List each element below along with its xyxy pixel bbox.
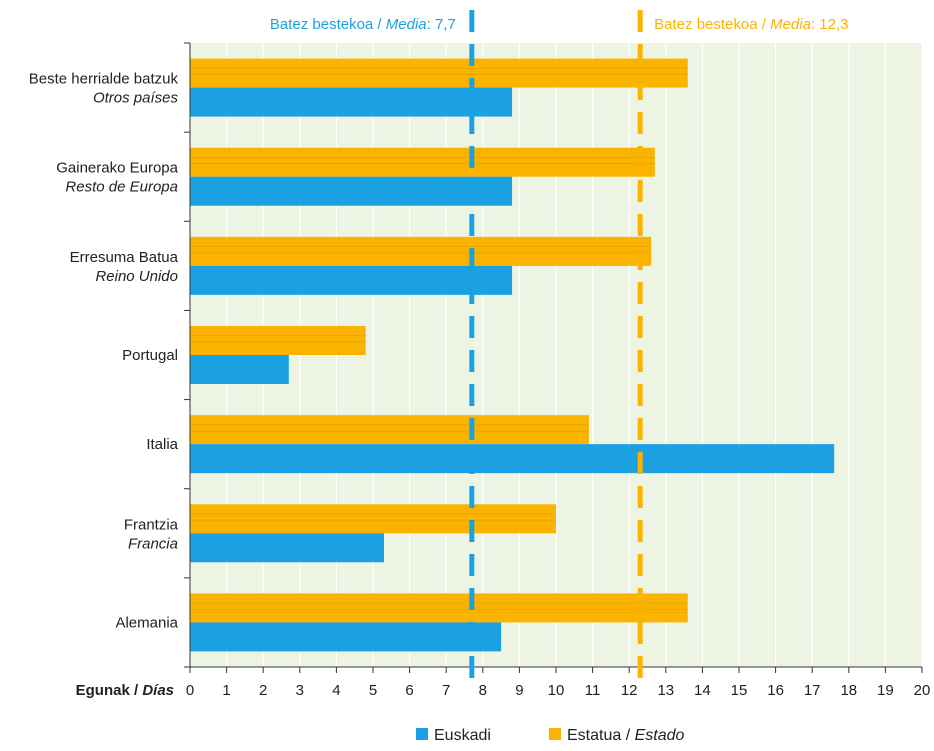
bar-estado — [190, 147, 655, 177]
x-tick-label: 1 — [222, 682, 230, 699]
x-tick-label: 13 — [657, 682, 674, 699]
x-tick-label: 8 — [479, 682, 487, 699]
category-label-es: Francia — [128, 535, 178, 552]
x-tick-label: 4 — [332, 682, 340, 699]
category-label: Alemania — [115, 614, 178, 631]
x-tick-label: 3 — [296, 682, 304, 699]
x-tick-label: 0 — [186, 682, 194, 699]
mean-label-part: : 7,7 — [427, 16, 456, 33]
mean-label-part: Media — [770, 16, 811, 33]
legend-label-estado: Estatua / Estado — [567, 727, 685, 744]
x-tick-label: 14 — [694, 682, 711, 699]
legend-swatch-euskadi — [416, 728, 428, 740]
legend-label-italic: Estado — [635, 727, 685, 744]
bar-euskadi — [190, 265, 513, 295]
x-tick-label: 7 — [442, 682, 450, 699]
bar-euskadi — [190, 355, 289, 384]
category-label: Gainerako Europa — [56, 160, 178, 177]
category-label: Portugal — [122, 347, 178, 364]
mean-label-euskadi: Batez bestekoa / Media: 7,7 — [270, 16, 456, 33]
category-label-es: Reino Unido — [95, 268, 178, 285]
category-label: Italia — [146, 436, 178, 453]
x-tick-label: 11 — [585, 682, 601, 699]
category-label-es: Resto de Europa — [65, 179, 178, 196]
mean-label-part: Batez bestekoa / — [654, 16, 770, 33]
x-tick-label: 10 — [548, 682, 565, 699]
x-tick-label: 12 — [621, 682, 638, 699]
bar-estado — [190, 236, 652, 266]
x-tick-label: 6 — [405, 682, 413, 699]
legend-label-text: Estatua / — [567, 727, 635, 744]
x-tick-label: 9 — [515, 682, 523, 699]
x-tick-label: 20 — [914, 682, 931, 699]
bar-euskadi — [190, 622, 502, 652]
mean-label-part: : 12,3 — [811, 16, 849, 33]
category-label: Frantzia — [124, 516, 179, 533]
bar-estado — [190, 326, 366, 355]
x-axis-title-bold: Egunak / — [76, 682, 143, 699]
legend-label-euskadi: Euskadi — [434, 727, 491, 744]
bar-euskadi — [190, 176, 513, 206]
x-tick-label: 2 — [259, 682, 267, 699]
x-tick-label: 18 — [840, 682, 857, 699]
bar-euskadi — [190, 444, 835, 474]
category-label: Erresuma Batua — [70, 249, 179, 266]
x-tick-label: 17 — [804, 682, 821, 699]
mean-label-part: Media — [386, 16, 427, 33]
mean-label-estado: Batez bestekoa / Media: 12,3 — [654, 16, 848, 33]
mean-label-part: Batez bestekoa / — [270, 16, 386, 33]
bar-estado — [190, 504, 556, 534]
x-axis-title-italic: Días — [142, 682, 174, 699]
bar-estado — [190, 58, 688, 88]
x-axis-title: Egunak / Días — [76, 682, 174, 699]
x-tick-label: 19 — [877, 682, 894, 699]
category-label: Beste herrialde batzuk — [29, 71, 179, 88]
x-tick-label: 5 — [369, 682, 377, 699]
x-tick-label: 16 — [767, 682, 784, 699]
legend-swatch-estado — [549, 728, 561, 740]
bar-estado — [190, 415, 589, 445]
category-label-es: Otros países — [93, 90, 179, 107]
bar-euskadi — [190, 87, 513, 117]
bar-estado — [190, 593, 688, 623]
legend-label-text: Euskadi — [434, 727, 491, 744]
bar-euskadi — [190, 533, 384, 563]
x-tick-label: 15 — [731, 682, 748, 699]
